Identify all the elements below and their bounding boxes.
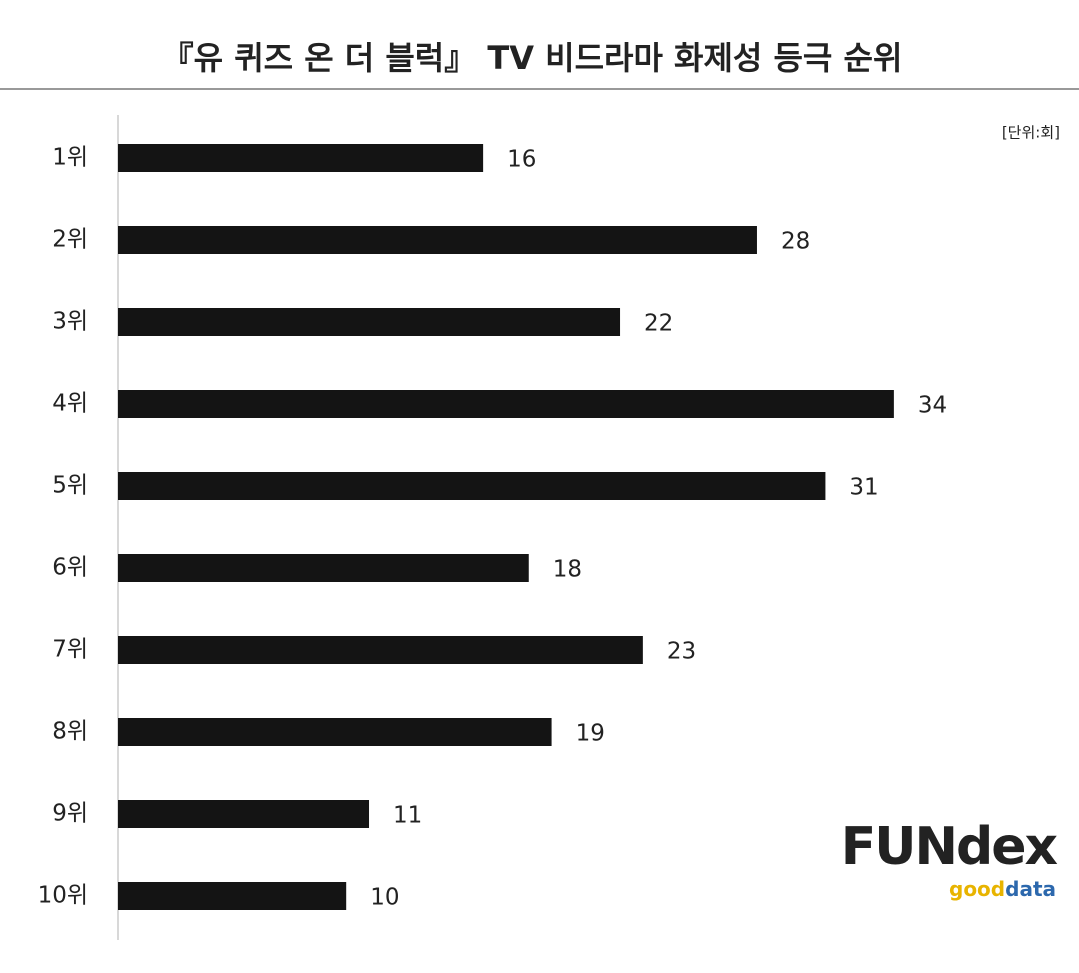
bar	[118, 554, 529, 582]
chart-title: 『유 퀴즈 온 더 블럭』 TV 비드라마 화제성 등극 순위	[162, 39, 903, 77]
value-label: 34	[918, 393, 947, 419]
bar	[118, 636, 643, 664]
unit-note: [단위:회]	[1002, 124, 1060, 142]
bar	[118, 226, 757, 254]
category-label: 10위	[38, 883, 88, 909]
value-label: 23	[667, 639, 696, 665]
category-label: 9위	[52, 801, 88, 827]
category-label: 7위	[52, 637, 88, 663]
value-label: 28	[781, 229, 810, 255]
bar	[118, 472, 826, 500]
category-label: 2위	[52, 227, 88, 253]
logo-good: good	[949, 877, 1005, 901]
bar	[118, 144, 484, 172]
value-label: 31	[849, 475, 878, 501]
bar	[118, 390, 894, 418]
category-label: 5위	[52, 473, 88, 499]
category-label: 3위	[52, 309, 88, 335]
bar	[118, 800, 370, 828]
value-label: 10	[370, 885, 399, 911]
logo-sub: gooddata	[949, 877, 1056, 901]
value-label: 11	[393, 803, 422, 829]
logo-brand: FUNdex	[841, 817, 1058, 877]
category-label: 6위	[52, 555, 88, 581]
value-label: 16	[507, 147, 536, 173]
bar	[118, 882, 347, 910]
category-label: 1위	[52, 145, 88, 171]
category-label: 8위	[52, 719, 88, 745]
value-label: 19	[576, 721, 605, 747]
bar	[118, 718, 552, 746]
logo-data: data	[1005, 877, 1056, 901]
category-label: 4위	[52, 391, 88, 417]
value-label: 18	[553, 557, 582, 583]
value-label: 22	[644, 311, 673, 337]
bar	[118, 308, 621, 336]
